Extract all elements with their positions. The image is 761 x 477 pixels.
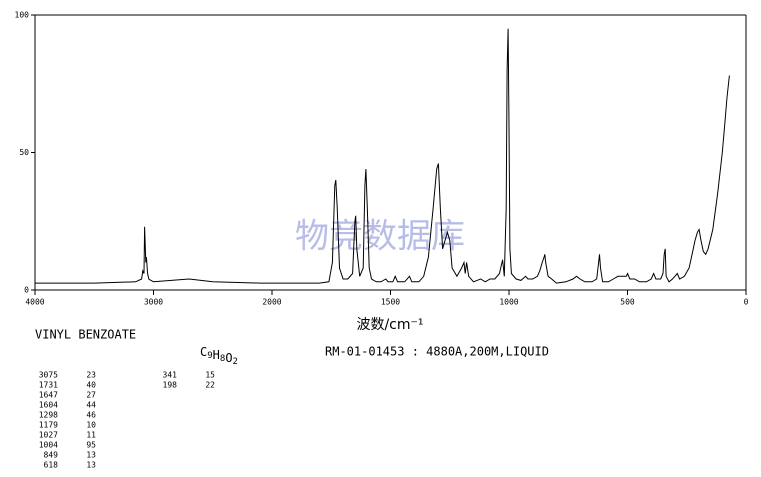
x-tick-label: 1000 (499, 298, 518, 307)
peak-intensity: 46 (86, 411, 96, 420)
x-tick-label: 1500 (381, 298, 400, 307)
peak-intensity: 40 (86, 381, 96, 390)
x-tick-label: 3000 (144, 298, 163, 307)
peak-wavenumber: 1731 (39, 381, 58, 390)
peak-wavenumber: 1647 (39, 391, 58, 400)
peak-wavenumber: 3075 (39, 371, 58, 380)
peak-intensity: 13 (86, 451, 96, 460)
x-tick-label: 2000 (262, 298, 281, 307)
peak-wavenumber: 1298 (39, 411, 58, 420)
sample-info: RM-01-01453 : 4880A,200M,LIQUID (325, 345, 549, 359)
peak-intensity: 15 (205, 371, 215, 380)
x-tick-label: 0 (744, 298, 749, 307)
watermark: 物竞数据库 (295, 217, 465, 257)
peak-wavenumber: 1027 (39, 431, 58, 440)
peak-intensity: 44 (86, 401, 96, 410)
y-tick-label: 100 (15, 11, 30, 20)
formula: C9H8O2 (200, 345, 238, 367)
spectrum-line (35, 28, 730, 284)
peak-intensity: 22 (205, 381, 215, 390)
peak-wavenumber: 849 (44, 451, 59, 460)
peak-wavenumber: 198 (163, 381, 178, 390)
peak-intensity: 27 (86, 391, 96, 400)
x-tick-label: 4000 (25, 298, 44, 307)
peak-intensity: 13 (86, 461, 96, 470)
peak-intensity: 23 (86, 371, 96, 380)
x-axis-label: 波数/cm⁻¹ (356, 317, 423, 333)
peak-intensity: 11 (86, 431, 96, 440)
peak-wavenumber: 1604 (39, 401, 58, 410)
peak-wavenumber: 1004 (39, 441, 58, 450)
peak-wavenumber: 1179 (39, 421, 58, 430)
peak-intensity: 10 (86, 421, 96, 430)
peak-intensity: 95 (86, 441, 96, 450)
y-tick-label: 0 (24, 286, 29, 295)
peak-wavenumber: 341 (163, 371, 178, 380)
peak-wavenumber: 618 (44, 461, 59, 470)
x-tick-label: 500 (620, 298, 635, 307)
compound-name: VINYL BENZOATE (35, 328, 136, 342)
y-tick-label: 50 (19, 148, 29, 157)
